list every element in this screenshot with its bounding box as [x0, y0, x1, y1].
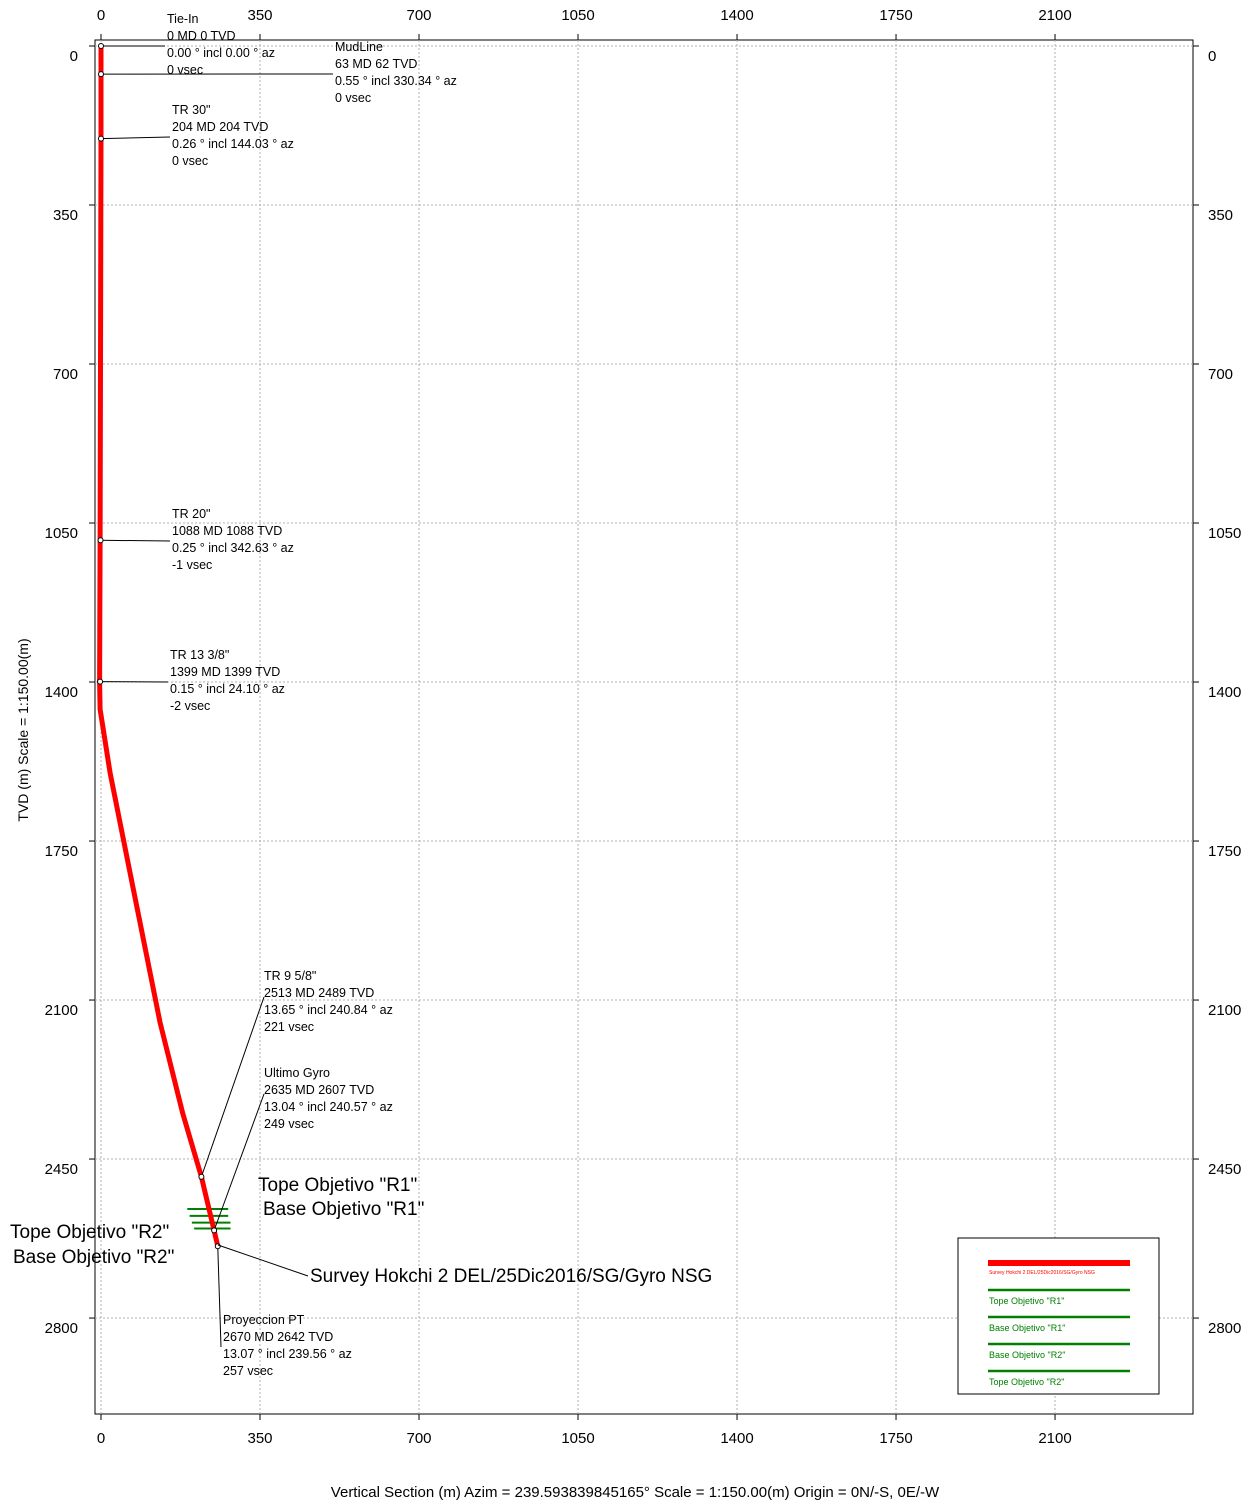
annotation-text: 204 MD 204 TVD — [172, 120, 268, 134]
survey-point-marker — [214, 1243, 221, 1250]
x-tick-label-bottom: 2100 — [1038, 1430, 1071, 1447]
annotation-leader — [100, 136, 171, 140]
y-axis-title: TVD (m) Scale = 1:150.00(m) — [15, 638, 31, 821]
annotation-text: 0 MD 0 TVD — [167, 29, 236, 43]
annotation-text: 1399 MD 1399 TVD — [170, 665, 280, 679]
survey-point-marker — [198, 1173, 205, 1180]
annotation-text: TR 9 5/8" — [264, 969, 316, 983]
annotation-text: TR 30" — [172, 103, 210, 117]
y-tick-label-left: 350 — [53, 207, 78, 224]
x-tick-label-top: 1750 — [879, 7, 912, 24]
x-tick-label-bottom: 1050 — [561, 1430, 594, 1447]
annotation-text: 0.00 ° incl 0.00 ° az — [167, 46, 275, 60]
annotation-text: Tie-In — [167, 12, 199, 26]
target-label-base-r1: Base Objetivo "R1" — [263, 1199, 424, 1220]
annotation-leader — [100, 539, 171, 542]
x-tick-label-bottom: 1750 — [879, 1430, 912, 1447]
survey-point-marker — [98, 71, 104, 78]
grid — [95, 40, 1193, 1414]
survey-point-marker — [211, 1227, 218, 1234]
annotation-text: 2635 MD 2607 TVD — [264, 1083, 374, 1097]
y-tick-label-left: 1750 — [45, 843, 78, 860]
annotation-text: 2670 MD 2642 TVD — [223, 1330, 333, 1344]
annotation-text: 257 vsec — [223, 1364, 273, 1378]
legend-label: Tope Objetivo "R1" — [989, 1296, 1064, 1306]
trajectory-line — [97, 46, 221, 1247]
annotation-text: 0.15 ° incl 24.10 ° az — [170, 682, 285, 696]
annotation-text: -2 vsec — [170, 699, 210, 713]
annotation-text: 13.04 ° incl 240.57 ° az — [264, 1100, 393, 1114]
target-label-tope-r2: Tope Objetivo "R2" — [10, 1222, 169, 1243]
annotation-text: 63 MD 62 TVD — [335, 57, 417, 71]
annotation-text: 1088 MD 1088 TVD — [172, 524, 282, 538]
y-tick-label-right: 1750 — [1208, 843, 1241, 860]
y-tick-label-left: 0 — [70, 48, 78, 65]
annotation-text: 0 vsec — [167, 63, 203, 77]
annotation-text: TR 13 3/8" — [170, 648, 229, 662]
target-label-tope-r1: Tope Objetivo "R1" — [258, 1175, 417, 1196]
y-tick-label-left: 1050 — [45, 525, 78, 542]
annotation-leader — [213, 1093, 265, 1231]
survey-point-marker — [97, 537, 104, 544]
legend-label: Base Objetivo "R1" — [989, 1323, 1065, 1333]
y-tick-label-left: 2800 — [45, 1320, 78, 1337]
annotation-text: -1 vsec — [172, 558, 212, 572]
y-tick-label-right: 350 — [1208, 207, 1233, 224]
x-axis-title: Vertical Section (m) Azim = 239.59383984… — [331, 1484, 940, 1501]
annotation-text: Ultimo Gyro — [264, 1066, 330, 1080]
x-tick-label-top: 350 — [247, 7, 272, 24]
y-tick-label-right: 700 — [1208, 366, 1233, 383]
survey-annotations: Tie-In 0 MD 0 TVD 0.00 ° incl 0.00 ° az 0 v… — [97, 12, 457, 1378]
annotation-text: 13.07 ° incl 239.56 ° az — [223, 1347, 352, 1361]
axis-ticks: 0 0 350 350 700 700 1050 1050 1400 1400 1750 1750 21… — [45, 7, 1242, 1447]
y-tick-label-left: 2450 — [45, 1161, 78, 1178]
annotation-text: 0.26 ° incl 144.03 ° az — [172, 137, 294, 151]
annotation-text: 2513 MD 2489 TVD — [264, 986, 374, 1000]
y-tick-label-left: 1400 — [45, 684, 78, 701]
x-tick-label-top: 700 — [406, 7, 431, 24]
x-tick-label-top: 1050 — [561, 7, 594, 24]
x-tick-label-top: 0 — [97, 7, 105, 24]
x-tick-label-bottom: 1400 — [720, 1430, 753, 1447]
survey-point-marker — [98, 135, 104, 142]
x-tick-label-top: 2100 — [1038, 7, 1071, 24]
annotation-text: 0 vsec — [335, 91, 371, 105]
x-tick-label-bottom: 350 — [247, 1430, 272, 1447]
legend-label: Tope Objetivo "R2" — [989, 1377, 1064, 1387]
annotation-text: 0 vsec — [172, 154, 208, 168]
annotation-text: 0.55 ° incl 330.34 ° az — [335, 74, 457, 88]
plot-area — [94, 39, 1194, 1415]
y-tick-label-right: 1400 — [1208, 684, 1241, 701]
y-tick-label-left: 700 — [53, 366, 78, 383]
y-tick-label-right: 2800 — [1208, 1320, 1241, 1337]
annotation-leader — [200, 996, 265, 1177]
y-tick-label-left: 2100 — [45, 1002, 78, 1019]
target-label-base-r2: Base Objetivo "R2" — [13, 1247, 174, 1268]
annotation-leader — [217, 1246, 222, 1348]
annotation-text: Proyeccion PT — [223, 1313, 305, 1327]
legend-label: Base Objetivo "R2" — [989, 1350, 1065, 1360]
annotation-text: 0.25 ° incl 342.63 ° az — [172, 541, 294, 555]
survey-point-marker — [98, 43, 104, 49]
annotation-text: 13.65 ° incl 240.84 ° az — [264, 1003, 393, 1017]
survey-name-label: Survey Hokchi 2 DEL/25Dic2016/SG/Gyro NS… — [310, 1266, 712, 1287]
y-tick-label-right: 1050 — [1208, 525, 1241, 542]
annotation-text: 249 vsec — [264, 1117, 314, 1131]
x-tick-label-bottom: 0 — [97, 1430, 105, 1447]
y-tick-label-right: 2450 — [1208, 1161, 1241, 1178]
annotation-text: MudLine — [335, 40, 383, 54]
x-tick-label-top: 1400 — [720, 7, 753, 24]
survey-leader-line — [217, 1244, 309, 1277]
y-tick-label-right: 2100 — [1208, 1002, 1241, 1019]
x-tick-label-bottom: 700 — [406, 1430, 431, 1447]
annotation-text: TR 20" — [172, 507, 210, 521]
survey-point-marker — [97, 678, 104, 685]
legend-label: Survey Hokchi 2 DEL/25Dic2016/SG/Gyro NS… — [989, 1270, 1095, 1276]
annotation-text: 221 vsec — [264, 1020, 314, 1034]
y-tick-label-right: 0 — [1208, 48, 1216, 65]
legend: Survey Hokchi 2 DEL/25Dic2016/SG/Gyro NS… — [957, 1237, 1160, 1395]
